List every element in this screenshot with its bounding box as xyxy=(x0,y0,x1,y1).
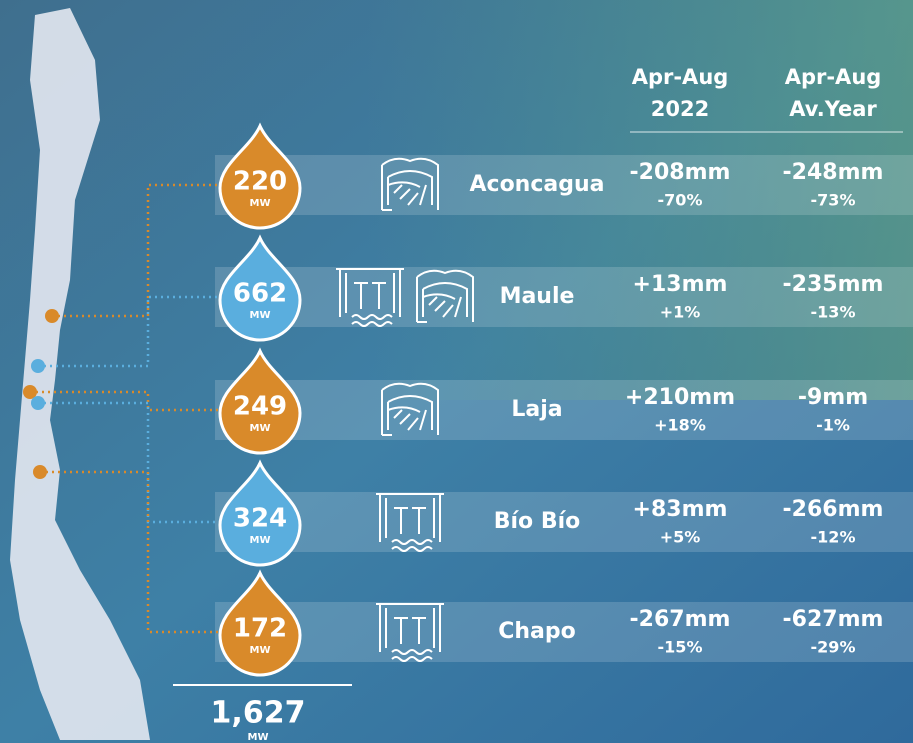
capacity: 662 xyxy=(233,279,287,309)
connector xyxy=(52,183,220,318)
capacity-unit: MW xyxy=(250,310,271,321)
capacity-unit: MW xyxy=(250,645,271,656)
header-text: Av.Year xyxy=(789,97,877,121)
map-dot xyxy=(31,359,45,373)
plant-name: Laja xyxy=(511,397,562,422)
col1-mm: +83mm xyxy=(633,497,728,522)
header-text: 2022 xyxy=(651,97,709,121)
total-value: 1,627 xyxy=(211,696,306,731)
col2-pct: -29% xyxy=(811,638,856,657)
turbine-icon xyxy=(336,268,404,327)
connector xyxy=(38,295,220,368)
col2-mm: -248mm xyxy=(783,160,884,185)
col2-pct: -13% xyxy=(811,303,856,322)
col1-mm: -208mm xyxy=(630,160,731,185)
col1-mm: -267mm xyxy=(630,607,731,632)
row-band xyxy=(215,602,913,662)
dam-icon xyxy=(381,382,439,436)
col1-pct: +18% xyxy=(654,416,706,435)
icon-stroke xyxy=(376,603,444,662)
drop xyxy=(218,122,302,230)
map-dot xyxy=(45,309,59,323)
header-text: Apr-Aug xyxy=(785,65,882,89)
capacity-unit: MW xyxy=(250,198,271,209)
plant-name: Maule xyxy=(500,284,575,309)
plant-name: Chapo xyxy=(498,619,576,644)
turbine-icon xyxy=(376,493,444,552)
drop xyxy=(218,347,302,455)
map-dot xyxy=(31,396,45,410)
col2-pct: -12% xyxy=(811,528,856,547)
connector xyxy=(40,470,220,634)
col2-mm: -9mm xyxy=(798,385,868,410)
col2-mm: -627mm xyxy=(783,607,884,632)
capacity: 220 xyxy=(233,167,287,197)
col1-pct: -15% xyxy=(658,638,703,657)
plant-name: Aconcagua xyxy=(470,172,605,197)
capacity: 172 xyxy=(233,614,287,644)
plant-name: Bío Bío xyxy=(494,509,581,534)
dam-icon xyxy=(381,157,439,211)
row-band xyxy=(215,155,913,215)
icon-stroke xyxy=(381,157,439,211)
capacity: 249 xyxy=(233,392,287,422)
row-band xyxy=(215,380,913,440)
col2-pct: -73% xyxy=(811,191,856,210)
connector xyxy=(38,401,220,524)
col2-mm: -266mm xyxy=(783,497,884,522)
capacity-unit: MW xyxy=(250,423,271,434)
capacity: 324 xyxy=(233,504,287,534)
turbine-icon xyxy=(376,603,444,662)
drop xyxy=(218,234,302,342)
col2-mm: -235mm xyxy=(783,272,884,297)
icon-stroke xyxy=(336,268,404,327)
drop xyxy=(218,459,302,567)
icon-stroke xyxy=(416,269,474,323)
col1-pct: -70% xyxy=(658,191,703,210)
col1-pct: +1% xyxy=(660,303,701,322)
map xyxy=(10,8,150,740)
background-tint xyxy=(0,0,913,400)
col1-mm: +13mm xyxy=(633,272,728,297)
col1-mm: +210mm xyxy=(625,385,735,410)
capacity-unit: MW xyxy=(250,535,271,546)
map-dot xyxy=(23,385,37,399)
total-unit: MW xyxy=(248,732,269,743)
header-text: Apr-Aug xyxy=(632,65,729,89)
col1-pct: +5% xyxy=(660,528,701,547)
map-dot xyxy=(33,465,47,479)
row-band xyxy=(215,267,913,327)
col2-pct: -1% xyxy=(816,416,850,435)
row-band xyxy=(215,492,913,552)
dam-icon xyxy=(416,269,474,323)
drop xyxy=(218,569,302,677)
connector xyxy=(30,390,220,412)
icon-stroke xyxy=(381,382,439,436)
icon-stroke xyxy=(376,493,444,552)
